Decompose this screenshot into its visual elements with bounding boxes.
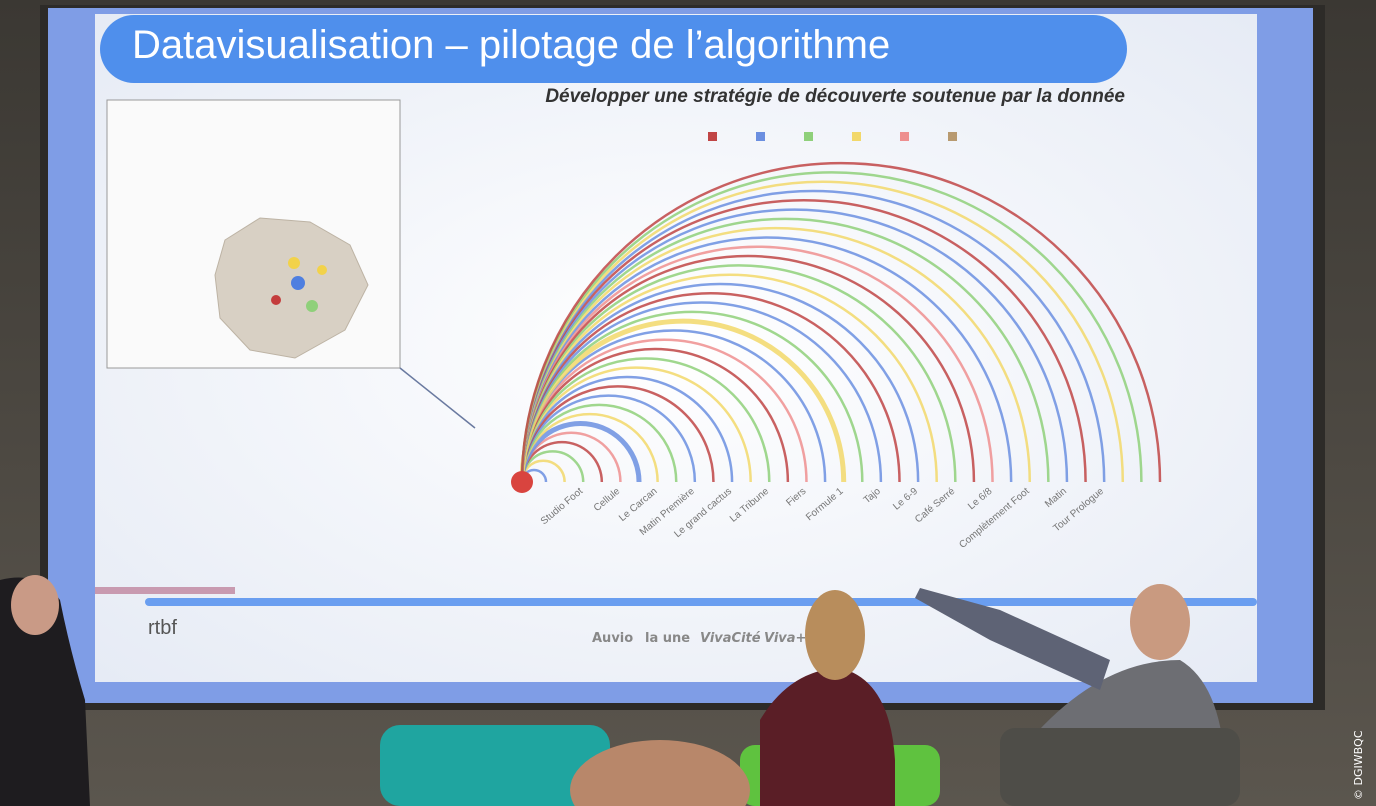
rtbf-logo: rtbf bbox=[148, 617, 177, 639]
arc bbox=[520, 255, 976, 483]
legend-swatch bbox=[900, 132, 909, 141]
speaker-left bbox=[0, 577, 90, 806]
chair bbox=[380, 725, 610, 806]
pointer-arrow bbox=[399, 367, 476, 429]
arc bbox=[520, 311, 864, 483]
face bbox=[11, 575, 59, 635]
brand: Auvio bbox=[592, 631, 633, 646]
arc bbox=[520, 301, 883, 483]
accent-bar bbox=[95, 587, 235, 594]
legend-swatch bbox=[756, 132, 765, 141]
node bbox=[288, 257, 300, 269]
title-pill bbox=[100, 15, 1127, 83]
node bbox=[291, 276, 305, 290]
arc bbox=[520, 264, 957, 483]
source-node bbox=[511, 471, 533, 493]
speaker-middle bbox=[760, 668, 895, 806]
legend-swatch bbox=[804, 132, 813, 141]
slide-subtitle: Développer une stratégie de découverte s… bbox=[545, 86, 1125, 107]
arm bbox=[915, 588, 1110, 690]
arc bbox=[520, 190, 1106, 483]
brand: la une bbox=[645, 631, 690, 646]
hair bbox=[805, 590, 865, 680]
node bbox=[317, 265, 327, 275]
brand: Viva+ bbox=[764, 631, 806, 646]
chair bbox=[1000, 728, 1240, 806]
node bbox=[271, 295, 281, 305]
arc bbox=[520, 283, 920, 483]
node bbox=[306, 300, 318, 312]
photo-credit: © DGIWBQC bbox=[1352, 730, 1365, 800]
arc bbox=[520, 273, 938, 483]
legend-swatch bbox=[708, 132, 717, 141]
arc bbox=[520, 161, 1162, 483]
legend-swatch bbox=[852, 132, 861, 141]
arc bbox=[520, 236, 1013, 483]
network-blob bbox=[214, 217, 369, 359]
audience-head bbox=[570, 740, 750, 806]
face bbox=[1130, 584, 1190, 660]
legend-swatch bbox=[948, 132, 957, 141]
footer-bar bbox=[145, 598, 1257, 606]
brand: VivaCité bbox=[700, 631, 761, 646]
slide-title: Datavisualisation – pilotage de l’algori… bbox=[132, 23, 890, 67]
